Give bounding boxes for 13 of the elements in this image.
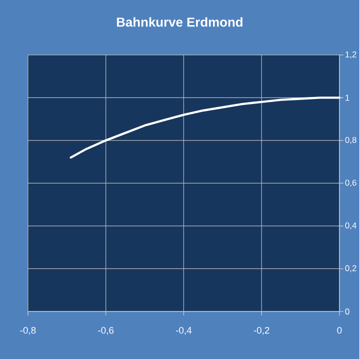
y-tick-label: 0	[345, 308, 350, 314]
y-tick-label: 1,2	[346, 51, 356, 58]
x-tick-label: 0	[337, 326, 342, 334]
x-tick-label: -0,8	[20, 326, 36, 335]
chart-title: Bahnkurve Erdmond	[116, 17, 242, 27]
y-tick-label: 0,2	[345, 265, 356, 272]
y-tick-label: 1	[346, 94, 350, 100]
x-tick-label: -0,4	[176, 326, 192, 335]
y-tick-label: 0,8	[345, 136, 356, 144]
y-tick-label: 0,4	[345, 222, 356, 230]
y-tick-label: 0,6	[345, 180, 356, 186]
x-tick-label: -0,2	[254, 326, 270, 335]
x-tick-label: -0,6	[98, 326, 114, 335]
